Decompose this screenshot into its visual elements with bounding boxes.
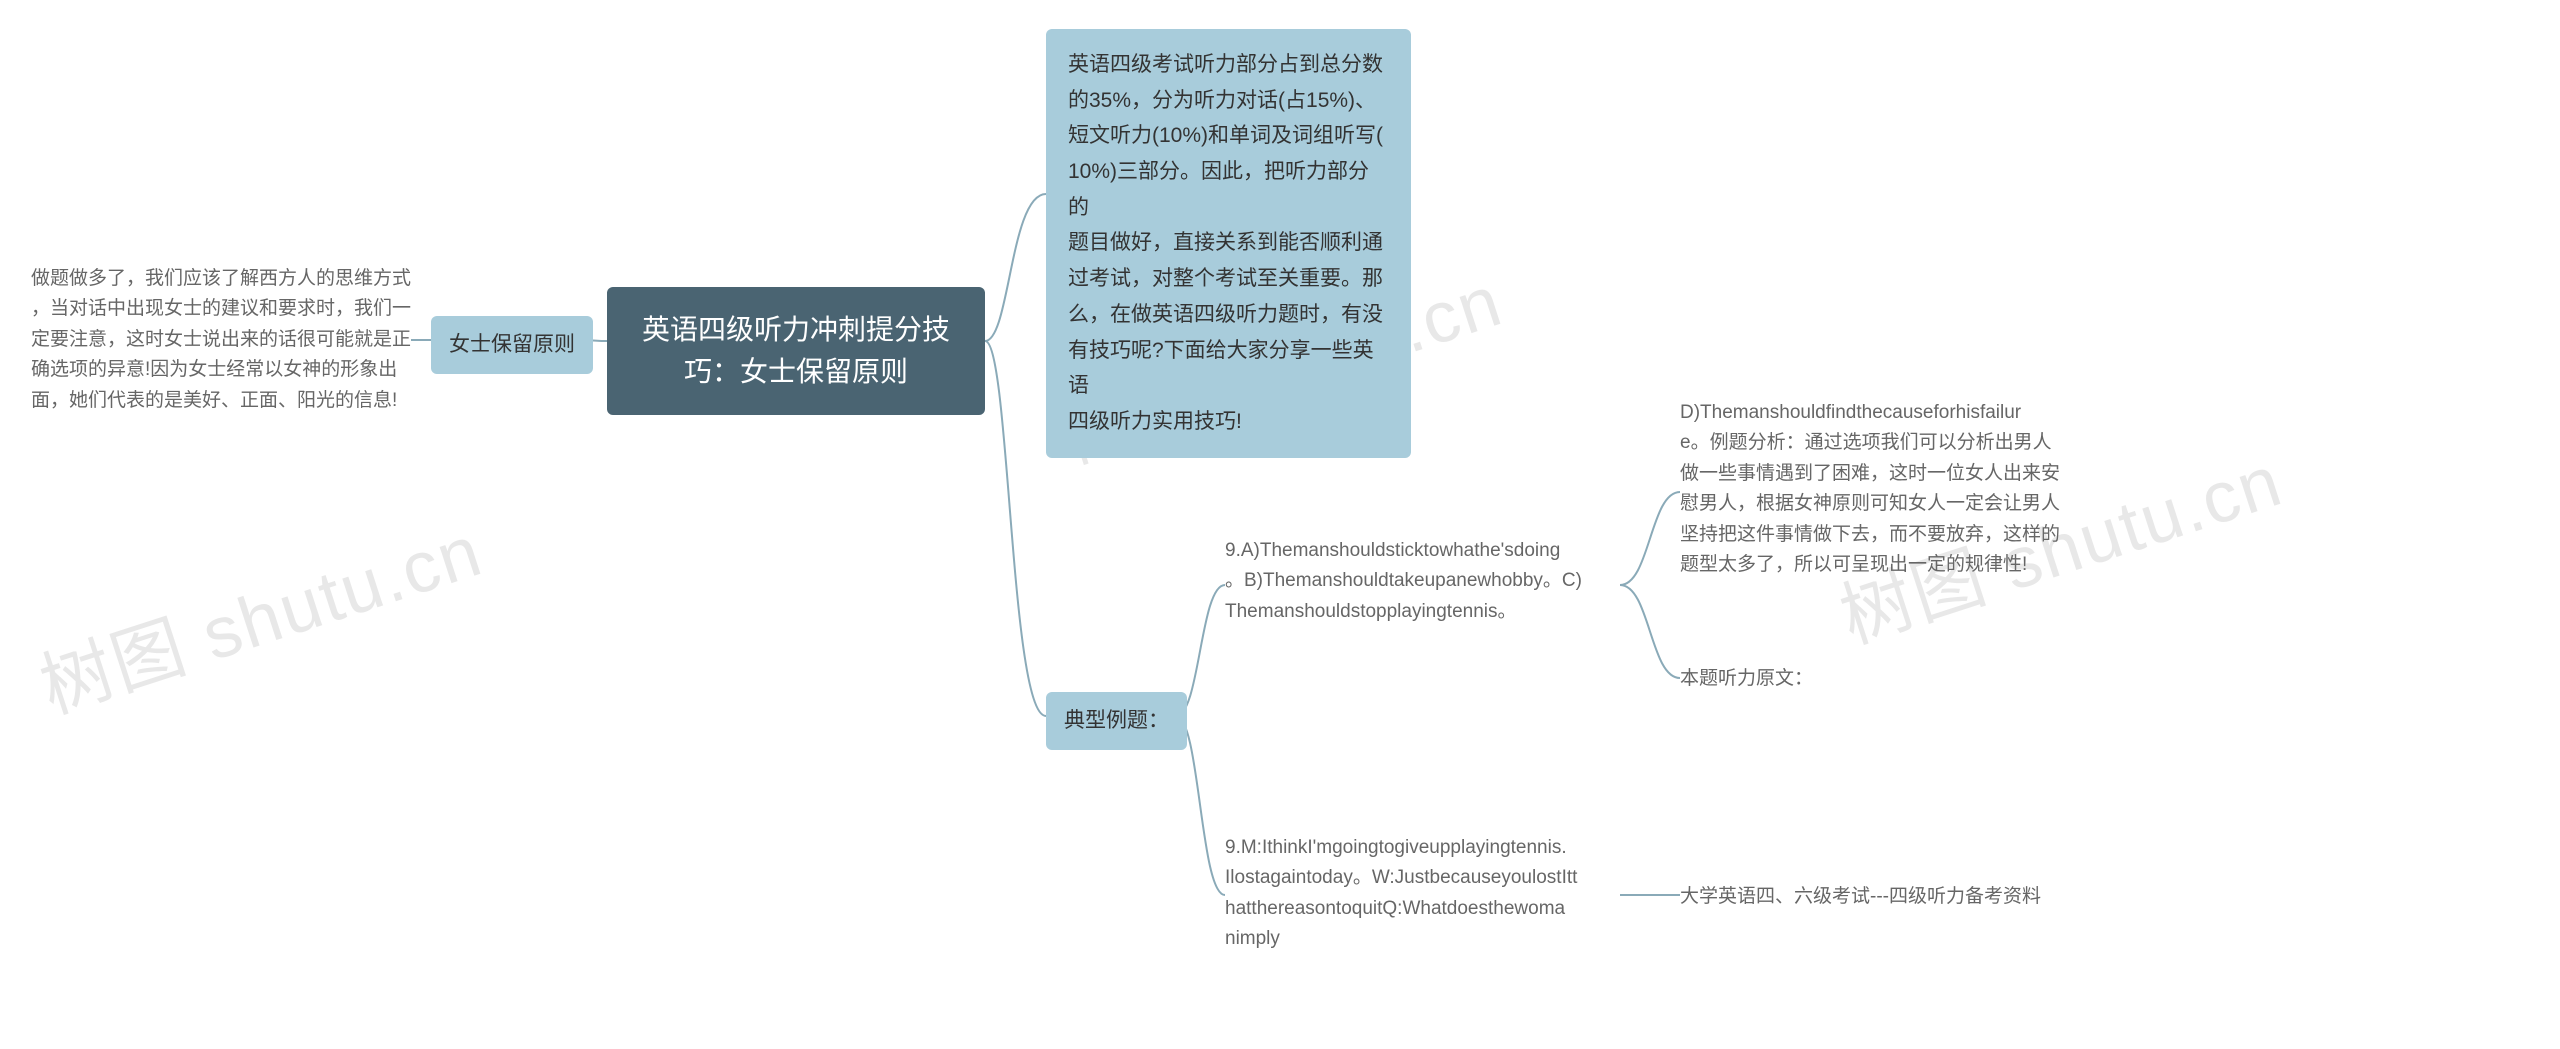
right-branch-node[interactable]: 典型例题： <box>1046 692 1187 750</box>
q9a-node[interactable]: 9.A)Themanshouldsticktowhathe'sdoing 。B)… <box>1225 536 1620 627</box>
root-node[interactable]: 英语四级听力冲刺提分技 巧：女士保留原则 <box>607 287 985 415</box>
left-branch-label: 女士保留原则 <box>449 333 575 356</box>
root-text: 英语四级听力冲刺提分技 巧：女士保留原则 <box>642 314 950 387</box>
connector <box>1620 492 1680 585</box>
q9a-analysis-text: D)Themanshouldfindthecauseforhisfailur e… <box>1680 402 2060 575</box>
connector <box>985 194 1046 341</box>
connector <box>985 341 1046 716</box>
q9m-ref-text: 大学英语四、六级考试---四级听力备考资料 <box>1680 886 2041 907</box>
q9a-text: 9.A)Themanshouldsticktowhathe'sdoing 。B)… <box>1225 540 1582 622</box>
left-leaf-node[interactable]: 做题做多了，我们应该了解西方人的思维方式 ，当对话中出现女士的建议和要求时，我们… <box>31 264 411 416</box>
q9m-ref-node[interactable]: 大学英语四、六级考试---四级听力备考资料 <box>1680 882 2100 912</box>
left-branch-node[interactable]: 女士保留原则 <box>431 316 593 374</box>
q9a-original-text: 本题听力原文： <box>1680 668 1813 689</box>
connector <box>1620 585 1680 678</box>
right-branch-label: 典型例题： <box>1064 709 1169 732</box>
q9m-text: 9.M:IthinkI'mgoingtogiveupplayingtennis.… <box>1225 837 1577 949</box>
q9m-node[interactable]: 9.M:IthinkI'mgoingtogiveupplayingtennis.… <box>1225 833 1620 955</box>
watermark-1: 树图 shutu.cn <box>25 492 493 733</box>
q9a-original-node[interactable]: 本题听力原文： <box>1680 664 1930 694</box>
right-intro-node[interactable]: 英语四级考试听力部分占到总分数 的35%，分为听力对话(占15%)、 短文听力(… <box>1046 29 1411 458</box>
q9a-analysis-node[interactable]: D)Themanshouldfindthecauseforhisfailur e… <box>1680 398 2070 580</box>
right-intro-text: 英语四级考试听力部分占到总分数 的35%，分为听力对话(占15%)、 短文听力(… <box>1068 53 1383 433</box>
left-leaf-text: 做题做多了，我们应该了解西方人的思维方式 ，当对话中出现女士的建议和要求时，我们… <box>31 268 411 411</box>
